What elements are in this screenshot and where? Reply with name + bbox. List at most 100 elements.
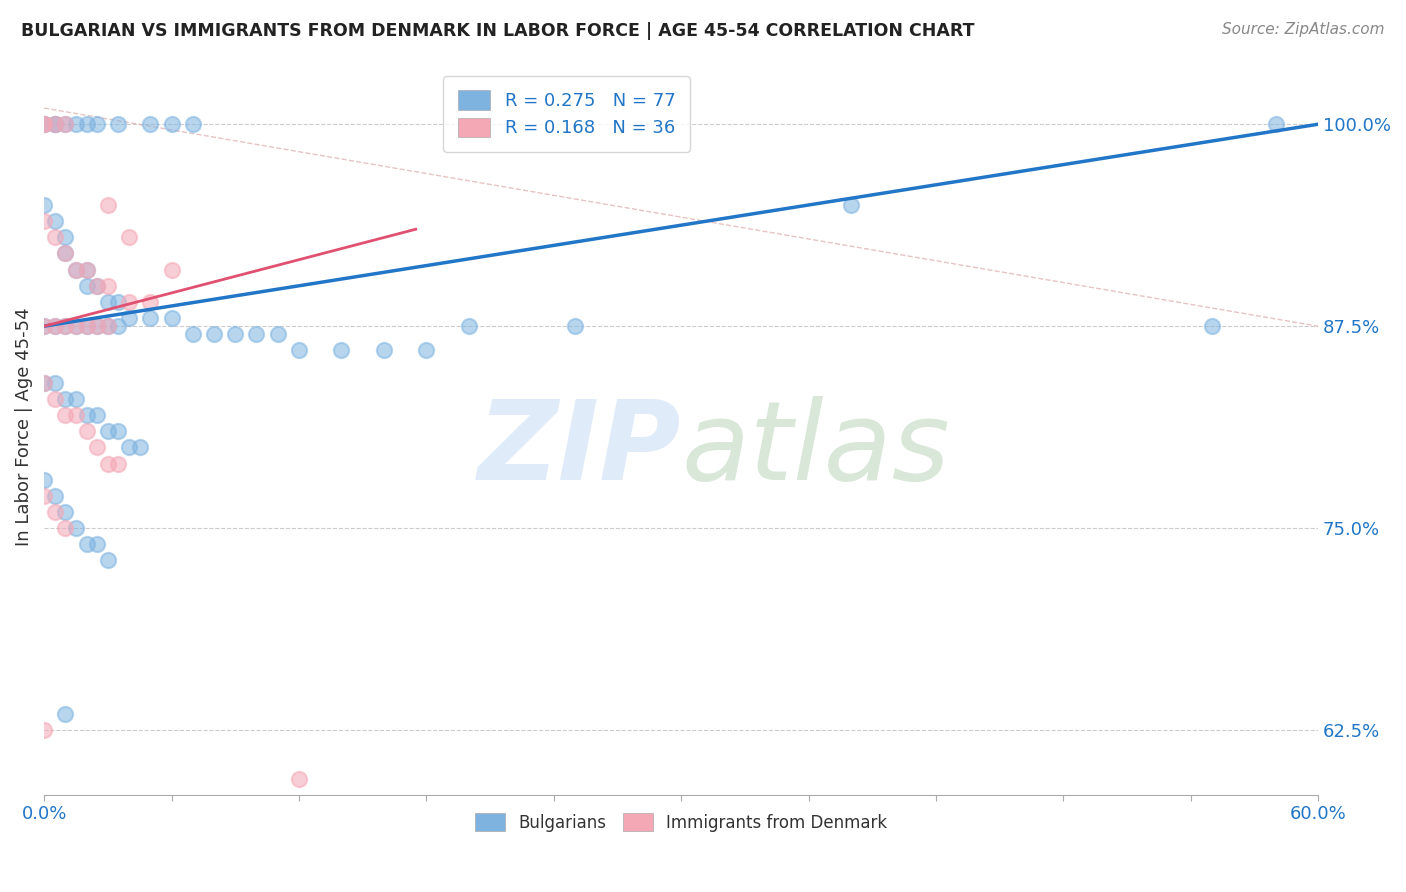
Point	[86, 117, 108, 131]
Point	[53, 246, 76, 260]
Point	[65, 392, 87, 406]
Point	[32, 723, 55, 737]
Point	[97, 278, 120, 293]
Point	[86, 441, 108, 455]
Point	[44, 214, 66, 228]
Point	[44, 376, 66, 390]
Point	[86, 537, 108, 551]
Point	[44, 117, 66, 131]
Point	[415, 343, 437, 358]
Point	[32, 319, 55, 334]
Point	[44, 117, 66, 131]
Point	[224, 327, 246, 342]
Point	[76, 537, 98, 551]
Point	[32, 117, 55, 131]
Point	[76, 278, 98, 293]
Point	[44, 319, 66, 334]
Point	[181, 327, 204, 342]
Point	[118, 230, 141, 244]
Point	[76, 424, 98, 438]
Point	[330, 343, 353, 358]
Point	[457, 319, 479, 334]
Point	[181, 117, 204, 131]
Point	[245, 327, 267, 342]
Point	[76, 319, 98, 334]
Point	[97, 424, 120, 438]
Point	[65, 262, 87, 277]
Point	[97, 319, 120, 334]
Point	[86, 278, 108, 293]
Point	[53, 408, 76, 422]
Point	[97, 319, 120, 334]
Point	[76, 408, 98, 422]
Point	[32, 319, 55, 334]
Point	[76, 117, 98, 131]
Point	[86, 319, 108, 334]
Point	[86, 319, 108, 334]
Point	[65, 319, 87, 334]
Point	[32, 117, 55, 131]
Point	[53, 319, 76, 334]
Point	[118, 311, 141, 326]
Point	[32, 117, 55, 131]
Point	[139, 311, 162, 326]
Point	[53, 319, 76, 334]
Text: ZIP: ZIP	[478, 396, 681, 503]
Point	[139, 117, 162, 131]
Point	[53, 521, 76, 535]
Point	[97, 457, 120, 471]
Point	[53, 117, 76, 131]
Text: atlas: atlas	[681, 396, 949, 503]
Point	[107, 319, 129, 334]
Y-axis label: In Labor Force | Age 45-54: In Labor Force | Age 45-54	[15, 308, 32, 547]
Point	[65, 117, 87, 131]
Point	[373, 343, 395, 358]
Point	[32, 198, 55, 212]
Point	[53, 230, 76, 244]
Point	[32, 376, 55, 390]
Point	[1264, 117, 1286, 131]
Point	[97, 295, 120, 310]
Point	[1201, 319, 1223, 334]
Point	[107, 457, 129, 471]
Point	[65, 521, 87, 535]
Point	[65, 319, 87, 334]
Point	[107, 295, 129, 310]
Point	[76, 262, 98, 277]
Point	[44, 319, 66, 334]
Point	[128, 441, 150, 455]
Point	[32, 117, 55, 131]
Point	[107, 117, 129, 131]
Point	[86, 408, 108, 422]
Point	[44, 230, 66, 244]
Text: Source: ZipAtlas.com: Source: ZipAtlas.com	[1222, 22, 1385, 37]
Point	[118, 441, 141, 455]
Point	[118, 295, 141, 310]
Point	[32, 376, 55, 390]
Point	[288, 772, 311, 786]
Point	[65, 408, 87, 422]
Point	[76, 319, 98, 334]
Point	[160, 117, 183, 131]
Point	[65, 262, 87, 277]
Point	[97, 198, 120, 212]
Point	[202, 327, 225, 342]
Point	[288, 343, 311, 358]
Point	[76, 262, 98, 277]
Point	[44, 489, 66, 503]
Point	[32, 489, 55, 503]
Point	[97, 553, 120, 567]
Point	[107, 424, 129, 438]
Point	[266, 327, 288, 342]
Point	[44, 505, 66, 519]
Point	[564, 319, 586, 334]
Point	[160, 262, 183, 277]
Point	[160, 311, 183, 326]
Point	[53, 505, 76, 519]
Point	[44, 392, 66, 406]
Point	[32, 473, 55, 487]
Point	[53, 117, 76, 131]
Text: BULGARIAN VS IMMIGRANTS FROM DENMARK IN LABOR FORCE | AGE 45-54 CORRELATION CHAR: BULGARIAN VS IMMIGRANTS FROM DENMARK IN …	[21, 22, 974, 40]
Point	[139, 295, 162, 310]
Point	[53, 246, 76, 260]
